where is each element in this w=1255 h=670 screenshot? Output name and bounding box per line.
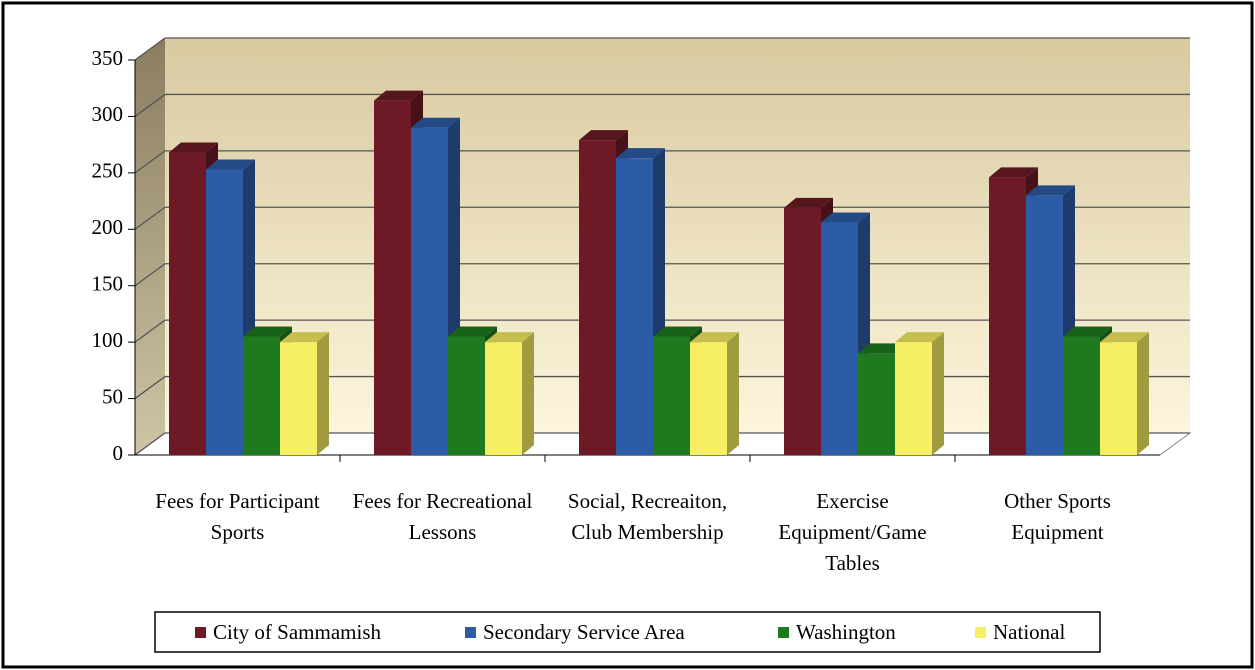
side-wall (135, 38, 165, 455)
bar-top (579, 130, 628, 141)
bar-top (616, 148, 665, 159)
y-tick-label: 200 (92, 215, 124, 239)
grid-line (134, 376, 166, 400)
y-tick-label: 350 (92, 46, 124, 70)
x-tick-label: Other Sports Equipment (1004, 489, 1111, 544)
x-tick-label: Exercise Equipment/Game Tables (778, 489, 927, 575)
bar (411, 127, 448, 455)
grid-line (134, 263, 166, 287)
grid-line (134, 319, 166, 343)
bar-side (522, 332, 534, 455)
bar-top (1026, 185, 1075, 196)
bar (616, 158, 653, 455)
bar-top (169, 142, 218, 153)
bar-side (1137, 332, 1149, 455)
bar (1100, 342, 1137, 455)
bar-top (206, 159, 255, 170)
bar (1026, 195, 1063, 455)
bar (374, 100, 411, 455)
y-tick-label: 150 (92, 272, 124, 296)
legend-label: Secondary Service Area (483, 620, 685, 644)
y-tick-label: 50 (102, 384, 123, 408)
legend-label: City of Sammamish (213, 620, 382, 644)
bar-top (448, 326, 497, 337)
x-tick-label: Fees for Participant Sports (155, 489, 320, 544)
bar (858, 353, 895, 455)
bar-top (690, 332, 739, 343)
grid-line (134, 432, 166, 456)
bar-top (989, 167, 1038, 178)
bar-top (411, 117, 460, 128)
bar (243, 336, 280, 455)
bar-side (317, 332, 329, 455)
y-tick-label: 250 (92, 159, 124, 183)
bar (653, 336, 690, 455)
bar (784, 207, 821, 455)
bar-top (1063, 326, 1112, 337)
bar-side (932, 332, 944, 455)
bar-side (727, 332, 739, 455)
bar (1063, 336, 1100, 455)
bar (690, 342, 727, 455)
legend-label: Washington (796, 620, 896, 644)
bar (821, 222, 858, 455)
bar (895, 342, 932, 455)
legend-box (154, 611, 1101, 653)
bar-top (653, 326, 702, 337)
legend-swatch (778, 627, 789, 638)
bar-top (821, 212, 870, 223)
y-tick-label: 0 (113, 441, 124, 465)
grid-line (134, 37, 166, 61)
bar (485, 342, 522, 455)
bar (206, 169, 243, 455)
bar-top (243, 326, 292, 337)
legend-swatch (195, 627, 206, 638)
grid-line (134, 150, 166, 174)
bar-top (858, 343, 907, 354)
bar-top (280, 332, 329, 343)
legend-swatch (975, 627, 986, 638)
bar-top (1100, 332, 1149, 343)
grid-line (134, 206, 166, 230)
y-tick-label: 300 (92, 102, 124, 126)
bar-top (485, 332, 534, 343)
x-tick-label: Fees for Recreational Lessons (352, 489, 533, 544)
legend-label: National (993, 620, 1065, 644)
legend-swatch (465, 627, 476, 638)
y-tick-label: 100 (92, 328, 124, 352)
bar-top (895, 332, 944, 343)
bar-top (784, 197, 833, 208)
grid-line (134, 93, 166, 117)
bar (448, 336, 485, 455)
bar-top (374, 90, 423, 101)
x-tick-label: Social, Recreaiton, Club Membership (567, 489, 728, 544)
bar (579, 140, 616, 455)
bar (169, 152, 206, 456)
bar (989, 177, 1026, 455)
bar (280, 342, 317, 455)
